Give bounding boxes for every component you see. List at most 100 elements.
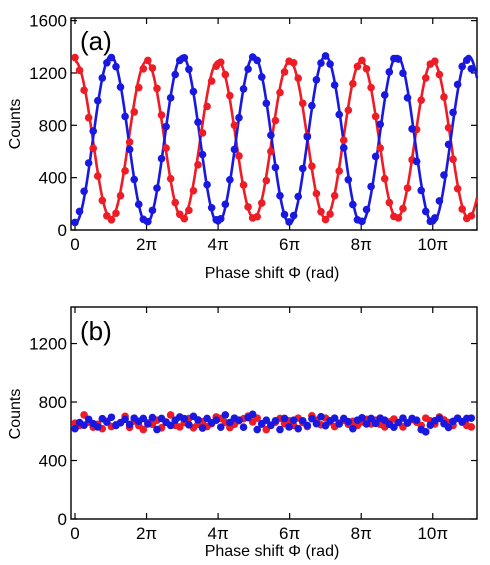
panel-a-point-red	[431, 57, 439, 65]
panel-a-point-red	[226, 91, 234, 100]
panel-a-point-red	[371, 112, 380, 121]
panel-b-point-blue	[371, 419, 380, 428]
panel-a-point-red	[308, 162, 316, 170]
panel-b-frame	[70, 306, 478, 520]
panel-a-point-blue	[417, 186, 426, 195]
panel-a-y-tick-label: 0	[58, 221, 67, 240]
panel-b-point-blue	[271, 416, 280, 425]
panel-a-point-red	[235, 152, 243, 160]
panel-a-point-red	[153, 84, 161, 93]
panel-a-point-red	[385, 198, 394, 207]
panel-a-point-red	[326, 210, 334, 218]
panel-b-point-blue	[180, 414, 189, 423]
panel-a-point-blue	[189, 87, 198, 96]
panel-a-point-red	[399, 204, 407, 213]
panel-a-point-blue	[380, 91, 389, 99]
panel-a-point-blue	[271, 163, 280, 172]
panel-a-point-blue	[285, 218, 293, 226]
panel-a-point-red	[125, 138, 134, 146]
panel-b-point-blue	[276, 425, 284, 434]
panel-b-point-blue	[107, 413, 116, 422]
panel-b-point-red	[166, 411, 175, 419]
panel-b-point-blue	[144, 420, 152, 428]
panel-a-point-red	[444, 123, 453, 132]
panel-a-point-blue	[130, 175, 139, 184]
panel-b-data-points	[71, 410, 476, 436]
panel-a-point-red	[358, 56, 366, 65]
panel-a-tag: (a)	[80, 26, 112, 56]
panel-a-point-blue	[125, 145, 134, 154]
panel-a-point-red	[157, 111, 166, 119]
panel-a-point-blue	[298, 164, 307, 173]
panel-a-point-blue	[198, 150, 207, 159]
panel-a-point-red	[253, 212, 261, 221]
panel-a-point-red	[335, 167, 344, 175]
panel-a-point-blue	[207, 203, 216, 212]
panel-a-data-points	[71, 52, 476, 227]
panel-b-point-red	[139, 425, 148, 434]
panel-b-point-blue	[421, 428, 430, 436]
panel-b-point-blue	[253, 425, 261, 434]
panel-a-point-red	[271, 116, 280, 125]
panel-a-point-blue	[93, 96, 102, 105]
panel-a-point-red	[198, 129, 207, 137]
panel-a-point-blue	[98, 74, 107, 82]
panel-a-point-blue	[294, 192, 303, 201]
panel-b-point-blue	[166, 421, 175, 430]
panel-a-point-blue	[421, 207, 430, 216]
panel-a-point-red	[317, 207, 325, 216]
panel-a-point-blue	[84, 159, 93, 167]
panel-b-point-blue	[399, 414, 407, 422]
panel-b-point-red	[467, 423, 476, 431]
panel-b-point-blue	[221, 411, 230, 419]
panel-b-point-blue	[239, 423, 248, 431]
panel-a-point-red	[75, 66, 84, 75]
panel-a-point-red	[403, 184, 412, 192]
panel-a-point-blue	[230, 145, 239, 154]
panel-a-point-red	[394, 214, 403, 222]
panel-a-fit-red	[74, 59, 479, 220]
panel-a-point-red	[349, 79, 357, 88]
panel-a-point-blue	[453, 80, 462, 89]
panel-a-point-blue	[462, 56, 471, 64]
panel-a-point-red	[144, 56, 152, 65]
panel-b-point-blue	[444, 423, 453, 432]
panel-a-x-tick-label: 8π	[351, 235, 372, 254]
panel-a-point-red	[330, 191, 339, 200]
panel-a-point-red	[166, 174, 175, 183]
panel-a: 0 2π 4π 6π 8π 10π 0 400 800 1200 1600 (a) Counts P…	[7, 12, 479, 282]
panel-a-point-red	[185, 206, 193, 215]
panel-a-point-red	[376, 144, 385, 152]
panel-a-point-blue	[394, 55, 403, 63]
panel-a-point-blue	[444, 140, 453, 149]
panel-a-point-blue	[253, 56, 261, 65]
panel-b-point-blue	[235, 416, 243, 424]
panel-a-point-blue	[371, 152, 380, 161]
panel-a-point-blue	[166, 94, 175, 102]
panel-a-point-blue	[362, 205, 371, 214]
panel-b: 0 2π 4π 6π 8π 10π 0 400 800 1200 (b) Counts Phase…	[7, 306, 478, 560]
panel-a-point-red	[189, 186, 198, 195]
panel-b-y-tick-label: 400	[39, 452, 67, 471]
panel-a-point-blue	[121, 112, 129, 121]
panel-a-point-red	[435, 70, 444, 79]
panel-a-point-red	[276, 88, 284, 97]
panel-a-point-blue	[335, 110, 344, 119]
panel-a-point-blue	[339, 144, 348, 152]
panel-a-point-red	[339, 136, 348, 145]
panel-a-point-blue	[358, 217, 366, 226]
panel-a-point-blue	[153, 184, 161, 192]
panel-a-point-blue	[144, 217, 152, 226]
panel-b-point-blue	[216, 423, 225, 431]
panel-a-point-blue	[262, 99, 271, 108]
panel-a-x-tick-label: 2π	[136, 235, 157, 254]
panel-a-point-blue	[216, 214, 225, 223]
panel-b-x-tick-label: 8π	[351, 524, 372, 543]
panel-a-point-red	[162, 144, 170, 152]
panel-a-point-blue	[412, 157, 421, 166]
panel-a-point-blue	[89, 127, 98, 135]
panel-b-point-blue	[298, 416, 307, 425]
panel-b-point-blue	[198, 424, 207, 432]
panel-a-point-red	[467, 212, 476, 220]
panel-a-point-red	[89, 144, 98, 153]
